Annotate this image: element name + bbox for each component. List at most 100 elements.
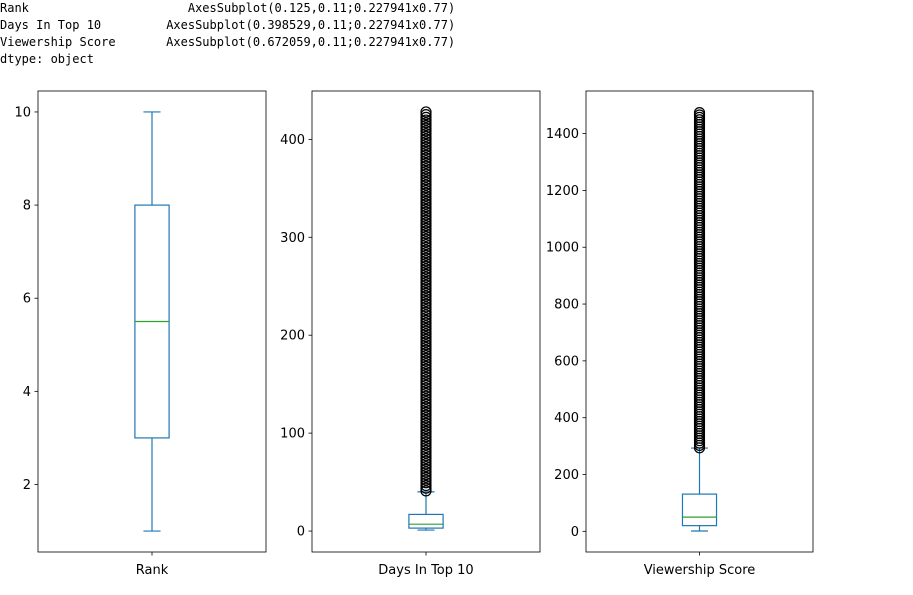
x-tick-label: Days In Top 10 — [378, 563, 473, 578]
outlier-point — [420, 393, 432, 405]
outlier-point — [420, 328, 432, 340]
outlier-point — [420, 209, 432, 221]
outlier-point — [420, 130, 432, 142]
outlier-point — [420, 366, 432, 378]
outlier-point — [420, 341, 432, 354]
outlier-point — [420, 122, 432, 134]
outlier-point — [420, 344, 432, 356]
outlier-point — [693, 106, 706, 119]
outlier-point — [420, 176, 432, 188]
outlier-point — [420, 206, 432, 218]
y-tick-label: 8 — [23, 199, 31, 214]
y-tick-label: 200 — [554, 468, 579, 483]
outlier-point — [420, 439, 432, 451]
outlier-point — [420, 455, 432, 467]
outlier-point — [420, 444, 432, 456]
outlier-point — [420, 477, 432, 489]
y-tick-label: 400 — [554, 411, 579, 426]
outlier-point — [420, 382, 432, 394]
outlier-point — [420, 349, 432, 362]
outlier-point — [420, 187, 432, 199]
outlier-point — [420, 301, 432, 313]
outlier-point — [420, 141, 432, 153]
outlier-point — [420, 379, 432, 391]
outlier-point — [420, 414, 432, 427]
outlier-point — [420, 441, 432, 454]
outlier-point — [420, 298, 432, 310]
outlier-point — [420, 233, 432, 245]
outlier-point — [420, 474, 432, 486]
outlier-point — [420, 317, 432, 329]
outlier-point — [420, 368, 432, 381]
outlier-point — [420, 471, 432, 483]
outlier-point — [420, 109, 432, 121]
outlier-point — [420, 482, 432, 494]
console-line: Viewership Score AxesSubplot(0.672059,0.… — [0, 34, 455, 51]
outlier-point — [420, 255, 432, 267]
console-line-name: Days In Top 10 — [0, 18, 102, 32]
outlier-point — [420, 431, 432, 443]
box-iqr — [681, 493, 718, 527]
outlier-point — [420, 155, 432, 167]
outlier-point — [420, 119, 432, 132]
outlier-point — [420, 314, 432, 326]
y-tick-label: 800 — [554, 298, 579, 313]
outlier-point — [420, 214, 432, 226]
outlier-point — [420, 106, 432, 118]
outlier-point — [420, 257, 432, 270]
outlier-point — [420, 336, 432, 348]
outlier-point — [420, 290, 432, 302]
outlier-point — [420, 203, 432, 215]
outlier-point — [420, 469, 432, 481]
console-line-value: AxesSubplot(0.672059,0.11;0.227941x0.77) — [166, 35, 456, 49]
outlier-point — [420, 182, 432, 194]
outlier-point — [420, 249, 432, 262]
outlier-point — [420, 217, 432, 229]
console-line-value: AxesSubplot(0.125,0.11;0.227941x0.77) — [187, 1, 456, 15]
outlier-point — [420, 274, 432, 286]
y-tick-label: 100 — [280, 427, 305, 442]
outlier-point — [420, 460, 432, 473]
console-line: Days In Top 10 AxesSubplot(0.398529,0.11… — [0, 17, 455, 34]
outlier-point — [420, 479, 432, 492]
console-line-name: Viewership Score — [0, 35, 116, 49]
console-line: Rank AxesSubplot(0.125,0.11;0.227941x0.7… — [0, 0, 455, 17]
outlier-point — [420, 425, 432, 437]
outlier-point — [420, 293, 432, 305]
outlier-point — [420, 125, 432, 137]
outlier-point — [420, 282, 432, 294]
outlier-point — [420, 309, 432, 321]
console-output: Rank AxesSubplot(0.125,0.11;0.227941x0.7… — [0, 0, 455, 68]
y-tick-label: 300 — [280, 231, 305, 246]
outlier-point — [420, 452, 432, 465]
y-tick-label: 4 — [23, 385, 31, 400]
outlier-point — [420, 230, 432, 243]
console-line-value: AxesSubplot(0.398529,0.11;0.227941x0.77) — [166, 18, 456, 32]
outlier-point — [420, 325, 432, 337]
outlier-point — [420, 225, 432, 237]
outlier-point — [420, 111, 432, 123]
y-tick-label: 6 — [23, 292, 31, 307]
outlier-point — [420, 447, 432, 459]
outlier-point — [420, 433, 432, 446]
outlier-point — [420, 390, 432, 402]
outlier-point — [420, 420, 432, 432]
outlier-point — [420, 466, 432, 478]
y-tick-label: 600 — [554, 354, 579, 369]
outlier-point — [420, 160, 432, 172]
outlier-point — [420, 133, 432, 145]
outlier-point — [420, 436, 432, 448]
outlier-point — [420, 322, 432, 335]
outlier-point — [420, 184, 432, 197]
outlier-point — [420, 303, 432, 316]
outlier-point — [420, 163, 432, 175]
outlier-point — [420, 485, 432, 497]
outlier-point — [420, 287, 432, 299]
outlier-point — [420, 236, 432, 248]
console-dtype-line: dtype: object — [0, 52, 94, 66]
y-tick-label: 2 — [23, 478, 31, 493]
y-tick-label: 200 — [280, 329, 305, 344]
outlier-point — [420, 268, 432, 280]
outlier-point — [420, 152, 432, 164]
